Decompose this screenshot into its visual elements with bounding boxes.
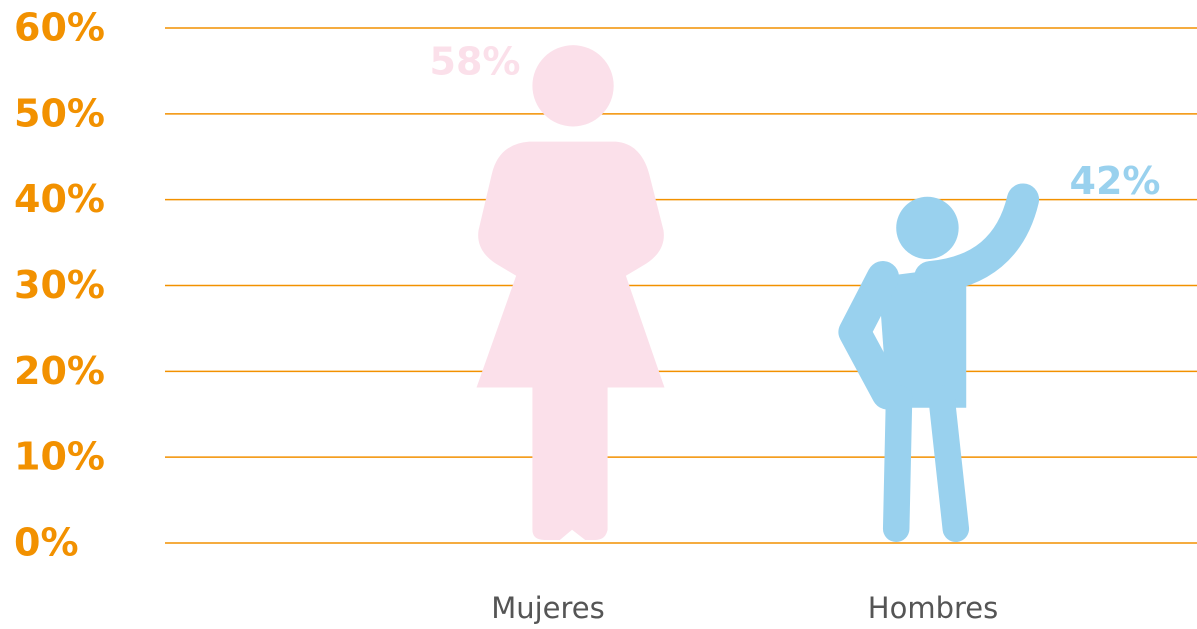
y-tick-label: 40%	[14, 177, 105, 221]
y-tick-label: 10%	[14, 435, 105, 479]
pictogram	[838, 183, 1040, 543]
arm	[914, 183, 1040, 294]
y-tick-label: 20%	[14, 349, 105, 393]
x-tick-label: Mujeres	[491, 591, 605, 625]
head	[896, 196, 959, 260]
y-tick-label: 50%	[14, 91, 105, 135]
value-label: 58%	[430, 40, 521, 84]
body	[476, 141, 665, 540]
arm	[838, 261, 904, 410]
torso	[878, 265, 967, 408]
leg	[928, 384, 970, 543]
y-tick-label: 30%	[14, 263, 105, 307]
y-tick-label: 60%	[14, 6, 105, 50]
head	[532, 45, 614, 127]
x-tick-label: Hombres	[868, 591, 998, 625]
leg	[882, 384, 913, 543]
y-tick-label: 0%	[14, 521, 79, 565]
pictogram	[476, 45, 665, 540]
value-label: 42%	[1070, 159, 1161, 203]
